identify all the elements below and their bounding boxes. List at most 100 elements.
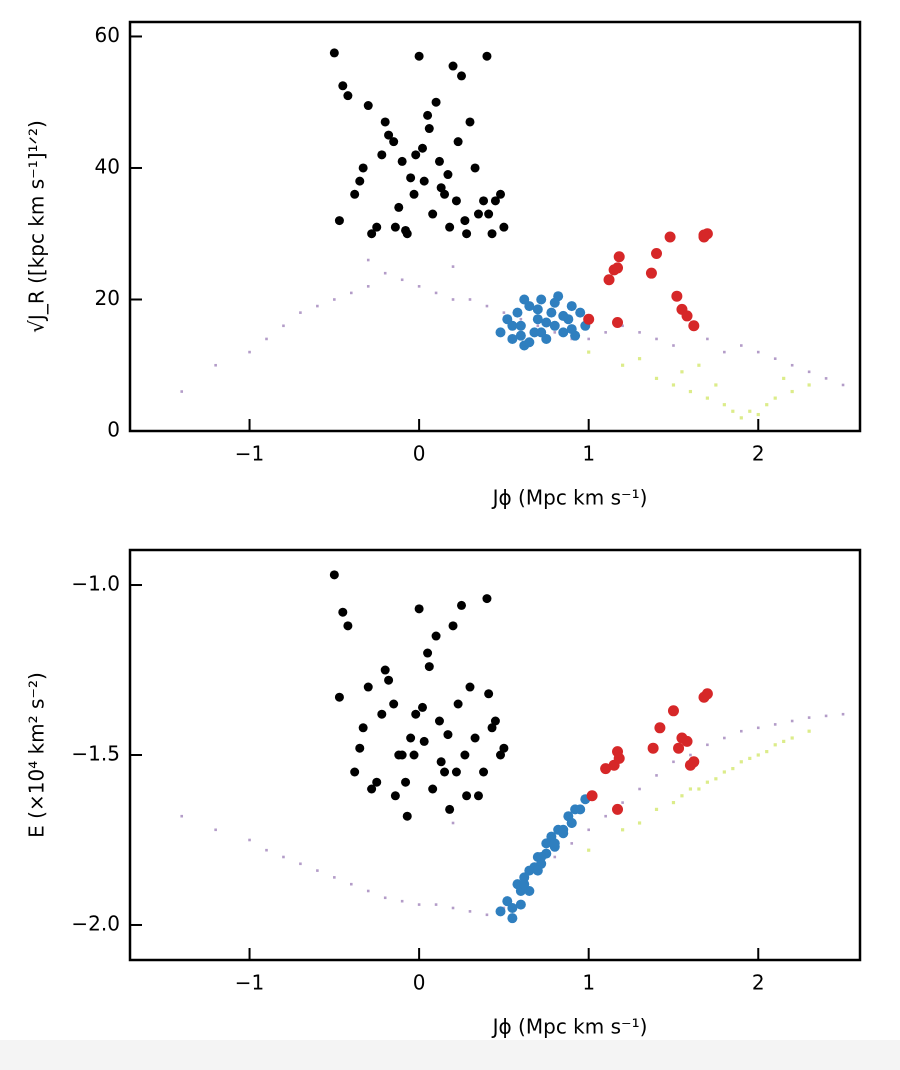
point — [651, 247, 663, 259]
point — [612, 317, 624, 329]
density-point — [824, 377, 828, 380]
density-point — [739, 760, 743, 764]
panel: −1 0 1 2 −2.0 −1.5 −1.0 Jϕ (Mpc km s⁻¹) E (×10⁴ … — [25, 548, 862, 1039]
density-point — [536, 324, 540, 328]
point — [448, 621, 458, 631]
density-point — [316, 304, 319, 308]
density-point — [756, 726, 760, 730]
point — [428, 209, 438, 219]
density-point — [214, 828, 217, 832]
point — [372, 222, 382, 232]
density-point — [265, 848, 268, 852]
x-axis-label: Jϕ (Mpc km s⁻¹) — [491, 1015, 648, 1039]
point — [502, 896, 513, 907]
density-point — [417, 903, 421, 906]
density-point — [705, 780, 709, 784]
density-point — [333, 876, 336, 879]
point — [490, 196, 500, 206]
x-tick-label: −1 — [235, 442, 264, 466]
point — [688, 320, 700, 332]
point — [350, 189, 360, 199]
density-point — [824, 714, 828, 718]
point — [358, 163, 368, 173]
point — [394, 750, 404, 760]
density-point — [688, 787, 693, 791]
density-point — [604, 814, 607, 818]
point — [409, 750, 419, 760]
point — [558, 828, 569, 839]
point — [419, 176, 429, 186]
point — [334, 216, 344, 226]
point — [479, 767, 489, 777]
density-point — [807, 716, 811, 719]
density-point — [519, 317, 523, 321]
density-point — [451, 821, 455, 825]
density-point — [671, 383, 676, 387]
density-point — [366, 285, 370, 288]
point — [575, 307, 586, 318]
y-axis-label: E (×10⁴ km² s⁻²) — [25, 672, 49, 838]
density-point — [468, 298, 472, 301]
density-point — [748, 756, 752, 760]
axes-frame — [128, 548, 862, 962]
density-point — [841, 712, 845, 716]
point — [445, 804, 455, 814]
density-point — [765, 750, 769, 754]
density-point — [621, 828, 625, 832]
density-point — [570, 842, 574, 845]
point — [390, 791, 400, 801]
point — [496, 750, 506, 760]
point — [380, 665, 390, 675]
axes-frame — [128, 20, 862, 433]
point — [428, 784, 438, 794]
point — [460, 750, 470, 760]
point — [613, 251, 625, 263]
point — [384, 130, 394, 140]
point — [367, 229, 377, 239]
density-point — [180, 390, 184, 393]
point — [406, 733, 416, 743]
density-point — [316, 869, 319, 872]
point — [645, 267, 657, 279]
density-point — [180, 814, 184, 818]
point — [389, 699, 399, 709]
point — [424, 662, 434, 672]
y-tick-label: 20 — [95, 286, 120, 310]
y-tick-label: 40 — [95, 154, 120, 178]
point — [519, 294, 530, 305]
density-point — [790, 736, 794, 740]
point — [487, 723, 497, 733]
density-point — [688, 389, 693, 394]
y-tick-label: 60 — [95, 23, 120, 47]
density-point — [773, 743, 777, 747]
point — [549, 297, 560, 308]
point — [671, 290, 683, 302]
density-point — [756, 412, 760, 417]
density-point — [383, 896, 387, 900]
point — [507, 333, 518, 344]
density-point — [723, 736, 726, 740]
density-point — [637, 821, 642, 825]
density-point — [790, 363, 794, 367]
density-point — [587, 337, 590, 341]
density-point — [621, 801, 624, 804]
density-point — [655, 337, 658, 341]
density-point — [604, 331, 607, 334]
density-point — [807, 370, 811, 374]
point — [443, 170, 453, 180]
density-point — [790, 389, 794, 394]
density-point — [731, 766, 735, 771]
density-point — [714, 777, 718, 781]
point — [490, 716, 500, 726]
density-point — [265, 337, 268, 341]
density-point — [756, 350, 760, 354]
series — [587, 729, 811, 852]
point — [499, 222, 509, 232]
density-point — [299, 862, 302, 866]
density-point — [655, 774, 658, 777]
point — [355, 743, 365, 753]
point — [473, 209, 483, 219]
point — [436, 183, 446, 193]
